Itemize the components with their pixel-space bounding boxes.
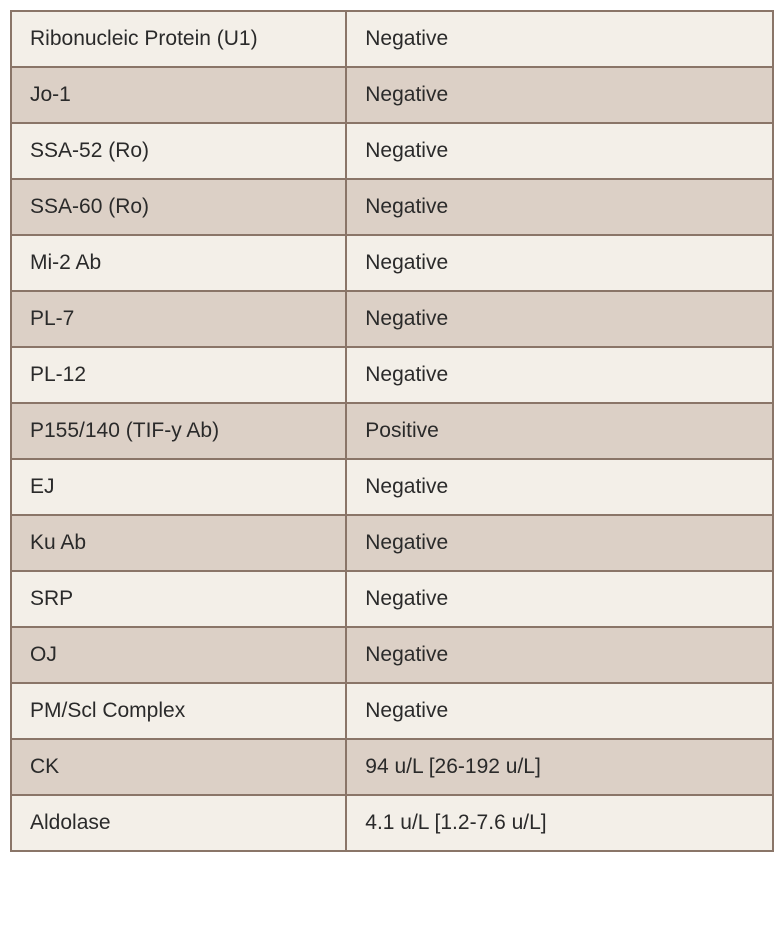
test-name-cell: SSA-60 (Ro) — [11, 179, 346, 235]
table-row: OJ Negative — [11, 627, 773, 683]
result-cell: 94 u/L [26-192 u/L] — [346, 739, 773, 795]
test-name-cell: PL-12 — [11, 347, 346, 403]
lab-results-tbody: Ribonucleic Protein (U1) Negative Jo-1 N… — [11, 11, 773, 851]
table-row: Ku Ab Negative — [11, 515, 773, 571]
test-name-cell: SRP — [11, 571, 346, 627]
table-row: SSA-60 (Ro) Negative — [11, 179, 773, 235]
result-cell: Negative — [346, 515, 773, 571]
lab-results-table: Ribonucleic Protein (U1) Negative Jo-1 N… — [10, 10, 774, 852]
table-row: Jo-1 Negative — [11, 67, 773, 123]
table-row: CK 94 u/L [26-192 u/L] — [11, 739, 773, 795]
test-name-cell: CK — [11, 739, 346, 795]
result-cell: Negative — [346, 291, 773, 347]
table-row: SRP Negative — [11, 571, 773, 627]
test-name-cell: OJ — [11, 627, 346, 683]
test-name-cell: Ribonucleic Protein (U1) — [11, 11, 346, 67]
result-cell: Negative — [346, 683, 773, 739]
result-cell: Negative — [346, 179, 773, 235]
table-row: PM/Scl Complex Negative — [11, 683, 773, 739]
result-cell: Negative — [346, 123, 773, 179]
result-cell: Negative — [346, 571, 773, 627]
test-name-cell: PM/Scl Complex — [11, 683, 346, 739]
test-name-cell: EJ — [11, 459, 346, 515]
result-cell: Negative — [346, 235, 773, 291]
table-row: P155/140 (TIF-y Ab) Positive — [11, 403, 773, 459]
result-cell: 4.1 u/L [1.2-7.6 u/L] — [346, 795, 773, 851]
result-cell: Negative — [346, 347, 773, 403]
result-cell: Negative — [346, 627, 773, 683]
test-name-cell: PL-7 — [11, 291, 346, 347]
table-row: Mi-2 Ab Negative — [11, 235, 773, 291]
test-name-cell: P155/140 (TIF-y Ab) — [11, 403, 346, 459]
test-name-cell: Mi-2 Ab — [11, 235, 346, 291]
result-cell: Negative — [346, 11, 773, 67]
result-cell: Negative — [346, 459, 773, 515]
table-row: EJ Negative — [11, 459, 773, 515]
table-row: PL-12 Negative — [11, 347, 773, 403]
table-row: Ribonucleic Protein (U1) Negative — [11, 11, 773, 67]
test-name-cell: Aldolase — [11, 795, 346, 851]
lab-results-table-wrap: Ribonucleic Protein (U1) Negative Jo-1 N… — [10, 10, 774, 852]
table-row: SSA-52 (Ro) Negative — [11, 123, 773, 179]
table-row: PL-7 Negative — [11, 291, 773, 347]
test-name-cell: Jo-1 — [11, 67, 346, 123]
test-name-cell: SSA-52 (Ro) — [11, 123, 346, 179]
result-cell: Positive — [346, 403, 773, 459]
test-name-cell: Ku Ab — [11, 515, 346, 571]
table-row: Aldolase 4.1 u/L [1.2-7.6 u/L] — [11, 795, 773, 851]
result-cell: Negative — [346, 67, 773, 123]
